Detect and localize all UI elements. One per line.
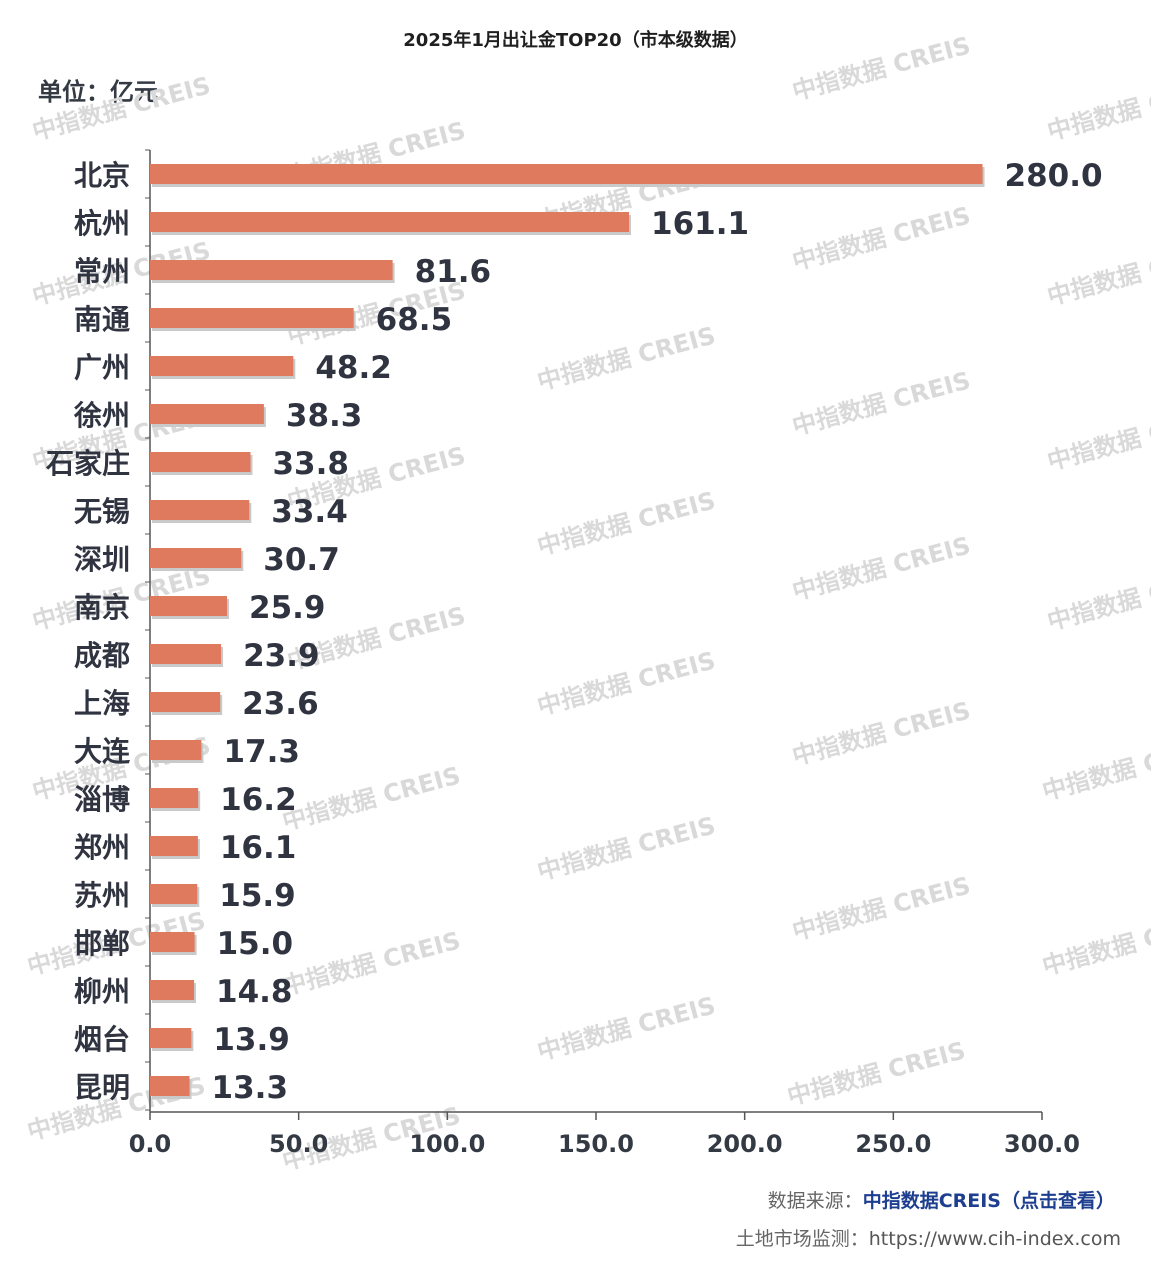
watermark-text: 中指数据 CREIS: [1039, 731, 1151, 805]
watermark-text: 中指数据 CREIS: [29, 71, 213, 145]
bar: [150, 932, 195, 952]
category-label: 南通: [74, 303, 130, 336]
category-label: 淄博: [74, 783, 130, 816]
monitor-url[interactable]: https://www.cih-index.com: [868, 1228, 1121, 1250]
watermark-text: 中指数据 CREIS: [534, 811, 718, 885]
source-link[interactable]: 中指数据CREIS（点击查看）: [862, 1190, 1115, 1212]
bar: [150, 212, 630, 232]
bar: [150, 884, 198, 904]
category-label: 徐州: [73, 399, 130, 432]
bar: [150, 404, 264, 424]
watermark-text: 中指数据 CREIS: [1044, 401, 1151, 475]
value-label: 16.1: [220, 830, 297, 866]
category-label: 广州: [74, 351, 130, 384]
bar: [150, 308, 354, 328]
bar: [150, 500, 250, 520]
category-label: 昆明: [74, 1071, 130, 1104]
watermark-text: 中指数据 CREIS: [789, 201, 973, 275]
watermark-text: 中指数据 CREIS: [1044, 236, 1151, 310]
value-label: 33.4: [271, 494, 348, 530]
watermark-text: 中指数据 CREIS: [279, 926, 463, 1000]
value-label: 16.2: [220, 782, 297, 818]
category-label: 杭州: [74, 207, 130, 240]
category-label: 邯郸: [74, 927, 130, 960]
x-tick-label: 50.0: [269, 1130, 328, 1158]
value-label: 68.5: [376, 302, 453, 338]
bar: [150, 1028, 192, 1048]
bar-chart: 中指数据 CREIS 中指数据 CREIS 中指数据 CREIS 中指数据 CREIS…: [24, 31, 1151, 1175]
category-label: 深圳: [74, 543, 130, 576]
bar: [150, 1076, 190, 1096]
bar: [150, 260, 393, 280]
bar: [150, 836, 198, 856]
value-label: 33.8: [272, 446, 349, 482]
category-label: 无锡: [74, 495, 130, 528]
x-tick-label: 200.0: [707, 1130, 783, 1158]
watermark-text: 中指数据 CREIS: [789, 31, 973, 105]
watermark-text: 中指数据 CREIS: [789, 871, 973, 945]
bar: [150, 356, 294, 376]
bar: [150, 452, 251, 472]
category-label: 成都: [74, 639, 130, 672]
value-label: 14.8: [216, 974, 293, 1010]
value-label: 38.3: [286, 398, 363, 434]
category-label: 大连: [74, 735, 131, 768]
category-label: 上海: [74, 687, 130, 720]
value-label: 23.6: [242, 686, 318, 722]
chart-title: 2025年1月出让金TOP20（市本级数据）: [403, 30, 748, 51]
land-monitor: 土地市场监测：https://www.cih-index.com: [736, 1224, 1121, 1251]
bar: [150, 740, 202, 760]
x-tick-label: 250.0: [855, 1130, 931, 1158]
value-label: 161.1: [651, 206, 749, 242]
value-label: 23.9: [243, 638, 320, 674]
value-label: 15.9: [219, 878, 296, 914]
bar: [150, 980, 195, 1000]
watermark-text: 中指数据 CREIS: [789, 696, 973, 770]
category-label: 苏州: [74, 879, 130, 912]
watermark-text: 中指数据 CREIS: [1044, 561, 1151, 635]
x-tick-label: 150.0: [558, 1130, 634, 1158]
category-label: 北京: [74, 159, 130, 192]
value-label: 25.9: [249, 590, 326, 626]
category-label: 柳州: [74, 975, 130, 1008]
watermark-text: 中指数据 CREIS: [789, 366, 973, 440]
value-label: 17.3: [223, 734, 300, 770]
bar: [150, 164, 983, 184]
watermark-text: 中指数据 CREIS: [534, 486, 718, 560]
watermark-text: 中指数据 CREIS: [534, 646, 718, 720]
category-label: 石家庄: [45, 447, 130, 480]
value-label: 13.3: [212, 1070, 289, 1106]
value-label: 48.2: [315, 350, 392, 386]
bar: [150, 692, 221, 712]
source-label: 数据来源：: [767, 1190, 863, 1212]
bar: [150, 788, 199, 808]
x-tick-label: 100.0: [409, 1130, 485, 1158]
value-label: 15.0: [217, 926, 294, 962]
bar: [150, 596, 228, 616]
watermark-text: 中指数据 CREIS: [1039, 906, 1151, 980]
value-label: 13.9: [213, 1022, 290, 1058]
category-label: 南京: [74, 591, 130, 624]
bar: [150, 548, 242, 568]
data-source: 数据来源：中指数据CREIS（点击查看）: [768, 1186, 1115, 1213]
watermark-text: 中指数据 CREIS: [789, 531, 973, 605]
watermark-text: 中指数据 CREIS: [784, 1036, 968, 1110]
watermark-text: 中指数据 CREIS: [534, 991, 718, 1065]
watermark-text: 中指数据 CREIS: [534, 321, 718, 395]
monitor-label: 土地市场监测：: [735, 1228, 869, 1250]
category-label: 常州: [74, 255, 130, 288]
watermark-text: 中指数据 CREIS: [1044, 71, 1151, 145]
x-tick-label: 300.0: [1004, 1130, 1080, 1158]
category-label: 烟台: [74, 1023, 130, 1056]
unit-label: 单位：亿元: [38, 78, 158, 106]
value-label: 280.0: [1005, 158, 1103, 194]
watermark-text: 中指数据 CREIS: [279, 761, 463, 835]
category-label: 郑州: [74, 831, 130, 864]
value-label: 30.7: [263, 542, 340, 578]
bar: [150, 644, 222, 664]
x-tick-label: 0.0: [129, 1130, 172, 1158]
value-label: 81.6: [415, 254, 492, 290]
